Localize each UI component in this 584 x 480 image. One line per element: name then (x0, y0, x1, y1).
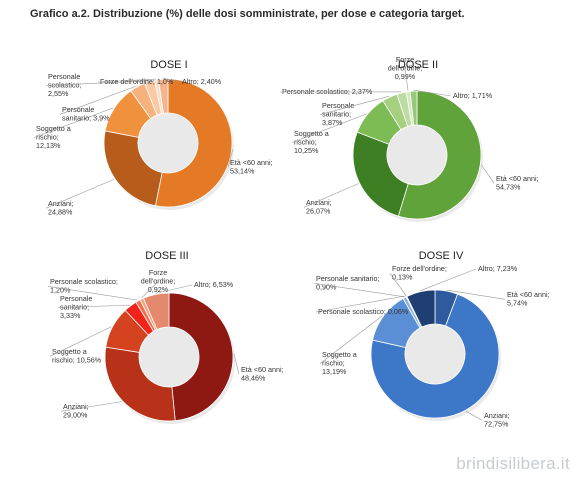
slice-anziani (104, 346, 176, 422)
leader-line (49, 326, 112, 357)
leader-line (420, 268, 477, 291)
leader-line (404, 68, 409, 91)
chart-title: DOSE III (145, 250, 188, 262)
donut-dose-ii: DOSE II Età <60 anni; 54,73% Anziani; 26,07%… (279, 55, 539, 222)
slice-label-personale-sanitario: Personale sanitario; 3,9% (62, 105, 110, 123)
slice-label-eta-60-anni: Età <60 anni; 54,73% (496, 174, 539, 192)
slice-label-soggetto-a-rischio: Soggetto a rischio; 10,25% (294, 129, 329, 155)
leader-line (315, 295, 406, 313)
donut-dose-i: DOSE I Età <60 anni; 53,14% Anziani; 24,88% S… (33, 59, 273, 217)
slice-label-personale-scolastico: Personale scolastico; 1,20% (50, 277, 118, 295)
leader-line (233, 353, 240, 375)
leader-line (141, 281, 159, 299)
leader-line (227, 149, 233, 168)
leader-line (97, 78, 157, 83)
slice-anziani (352, 131, 409, 217)
slice-label-altro: Altro; 1,71% (453, 91, 493, 100)
slice-label-altro: Altro; 6,53% (194, 280, 234, 289)
leader-line (413, 89, 452, 97)
slice-anziani (370, 293, 500, 419)
leader-line (57, 304, 130, 308)
leader-line (33, 107, 114, 138)
slice-label-anziani: Anziani; 26,07% (306, 198, 332, 216)
leader-line (465, 410, 483, 421)
leader-line (446, 289, 506, 300)
slice-label-personale-scolastico: Personale scolastico; 0,06% (318, 307, 409, 316)
slice-label-anziani: Anziani; 29,00% (63, 402, 89, 420)
leader-line (319, 315, 383, 364)
chart-title: DOSE IV (419, 250, 464, 262)
slice-label-personale-sanitario: Personale sanitario; 0,90% (316, 274, 380, 292)
leader-line (45, 80, 150, 86)
slice-label-forze-dell-ordine: Forze dell'ordine; 0,92% (141, 268, 176, 294)
leader-line (47, 286, 138, 301)
slice-label-altro: Altro; 7,23% (478, 264, 518, 273)
slice-label-soggetto-a-rischio: Soggetto a rischio; 12,13% (36, 124, 71, 150)
slice-altro (406, 289, 436, 328)
leader-line (155, 284, 193, 294)
slice-label-soggetto-a-rischio: Soggetto a rischio; 10,56% (52, 347, 102, 365)
leader-line (481, 164, 495, 184)
slice-eta-60-anni (154, 78, 233, 208)
slice-label-eta-60-anni: Età <60 anni; 53,14% (230, 158, 273, 176)
chart-title: DOSE II (398, 59, 438, 71)
leader-line (313, 283, 405, 298)
slice-eta-60-anni (397, 90, 482, 220)
leader-line (59, 85, 138, 115)
donut-dose-iii: DOSE III Età <60 anni; 48,46% Anziani; 29,00… (47, 250, 284, 424)
slice-label-anziani: Anziani; 72,75% (484, 411, 510, 429)
leader-line (319, 95, 390, 115)
slice-altro (409, 90, 418, 126)
slice-label-eta-60-anni: Età <60 anni; 5,74% (507, 290, 550, 308)
slice-label-personale-sanitario: Personale sanitario; 3,87% (322, 101, 354, 127)
slice-label-altro: Altro; 2,40% (182, 77, 222, 86)
slice-label-forze-dell-ordine: Forze dell'ordine; 0,99% (388, 55, 423, 81)
donut-dose-iv: DOSE IV Età <60 anni; 5,74% Anziani; 72,75% S… (313, 250, 550, 429)
slice-altro (142, 292, 170, 331)
slice-label-forze-dell-ordine: Forze dell'ordine; 0,13% (392, 264, 447, 282)
leader-line (60, 401, 122, 412)
slice-label-soggetto-a-rischio: Soggetto a rischio; 13,19% (322, 350, 357, 376)
slice-label-personale-scolastico: Personale scolastico; 2,37% (282, 87, 373, 96)
leader-line (389, 273, 407, 296)
slice-label-personale-scolastico: Personale scolastico; 2,55% (48, 72, 82, 98)
slice-anziani (103, 130, 163, 207)
slice-label-forze-dell-ordine: Forze dell'ordine; 1,0% (100, 77, 174, 86)
page-title: Grafico a.2. Distribuzione (%) delle dos… (30, 8, 465, 20)
chart-title: DOSE I (150, 59, 187, 71)
leader-line (45, 178, 115, 209)
leader-line (291, 113, 367, 143)
leader-line (303, 183, 359, 208)
slice-label-eta-60-anni: Età <60 anni; 48,46% (241, 365, 284, 383)
slice-eta-60-anni (168, 292, 234, 422)
slice-label-anziani: Anziani; 24,88% (48, 199, 74, 217)
slice-altro (157, 78, 169, 114)
leader-line (163, 77, 181, 83)
watermark: brindisilibera.it (456, 454, 570, 473)
